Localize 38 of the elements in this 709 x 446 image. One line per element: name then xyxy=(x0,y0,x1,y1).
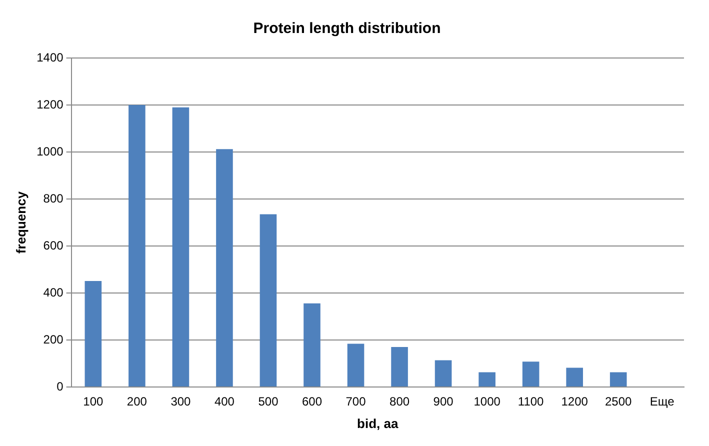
y-tick-label: 1200 xyxy=(36,97,64,112)
y-tick-label: 0 xyxy=(56,379,64,394)
y-tick-label: 800 xyxy=(43,191,64,206)
bar xyxy=(566,368,583,386)
x-tick-label: 1200 xyxy=(561,394,588,409)
x-tick-label: 600 xyxy=(302,394,322,409)
x-tick-label: 100 xyxy=(83,394,104,409)
bar xyxy=(522,362,540,386)
x-tick-label: 200 xyxy=(126,394,148,409)
x-tick-label: 900 xyxy=(433,394,454,409)
x-tick-label: 1000 xyxy=(474,394,501,409)
x-tick-label: 400 xyxy=(214,394,235,409)
bar xyxy=(347,344,364,386)
bar xyxy=(128,105,146,386)
bar xyxy=(434,360,452,386)
x-tick-label: 700 xyxy=(346,394,366,409)
y-axis-title: frequency xyxy=(13,190,28,254)
y-tick-label: 600 xyxy=(43,238,64,252)
y-tick-label: 400 xyxy=(43,285,64,300)
bar xyxy=(84,281,102,386)
bar xyxy=(304,303,320,386)
y-tick-label: 1000 xyxy=(36,144,64,158)
x-axis-title: bid, aa xyxy=(357,416,399,431)
bar xyxy=(260,214,277,386)
chart-title: Protein length distribution xyxy=(253,20,441,38)
x-tick-label: Еще xyxy=(650,394,675,409)
bar xyxy=(478,372,496,386)
y-tick-label: 1400 xyxy=(36,50,64,64)
y-tick-label: 200 xyxy=(43,332,64,346)
x-tick-label: 800 xyxy=(390,394,410,409)
bar xyxy=(610,372,627,386)
x-tick-label: 2500 xyxy=(605,394,632,409)
x-tick-label: 500 xyxy=(258,394,279,409)
bar xyxy=(216,149,233,386)
x-tick-label: 1100 xyxy=(518,394,544,409)
bar xyxy=(391,347,408,386)
bar xyxy=(172,107,190,386)
x-tick-label: 300 xyxy=(170,394,192,409)
